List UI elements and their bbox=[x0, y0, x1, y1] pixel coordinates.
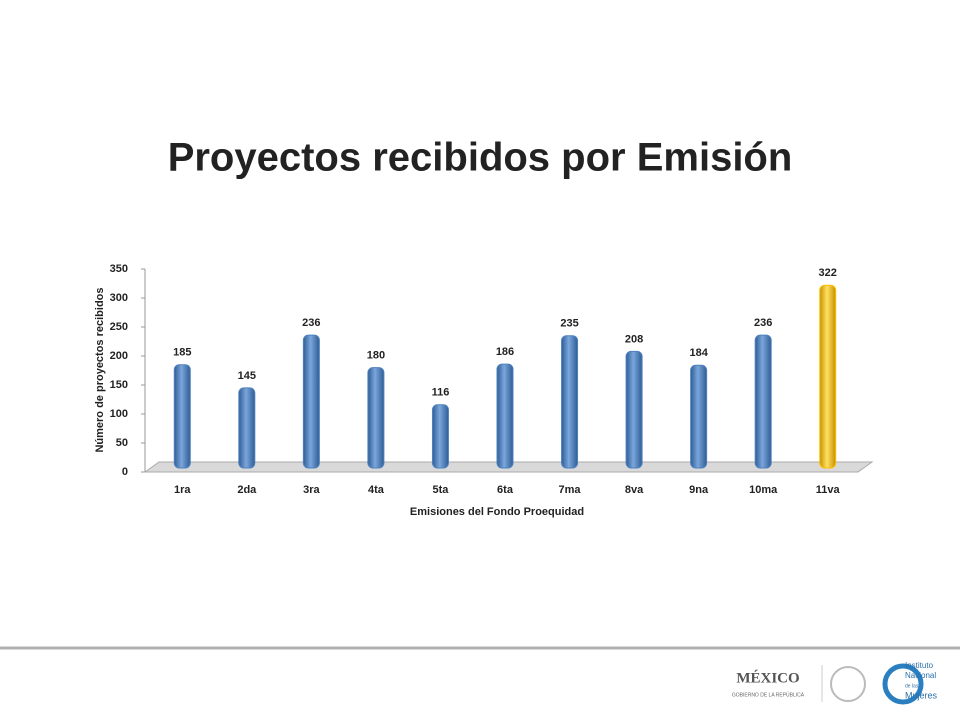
x-tick-label: 7ma bbox=[559, 484, 582, 496]
y-tick-label: 250 bbox=[110, 321, 128, 333]
x-tick-label: 10ma bbox=[749, 484, 778, 496]
y-tick-label: 0 bbox=[122, 466, 128, 478]
seal bbox=[830, 666, 866, 702]
bar bbox=[496, 363, 514, 469]
bar bbox=[561, 335, 579, 469]
data-label: 236 bbox=[302, 317, 320, 329]
data-label: 186 bbox=[496, 346, 514, 358]
y-tick-label: 150 bbox=[110, 379, 128, 391]
x-tick-label: 2da bbox=[237, 484, 257, 496]
bar bbox=[754, 334, 772, 469]
y-tick-label: 200 bbox=[110, 350, 128, 362]
data-label: 236 bbox=[754, 317, 772, 329]
bar bbox=[431, 404, 449, 469]
y-axis-title: Número de proyectos recibidos bbox=[94, 287, 106, 452]
bar bbox=[690, 364, 708, 469]
x-tick-label: 1ra bbox=[174, 484, 191, 496]
y-tick-label: 350 bbox=[110, 263, 128, 275]
data-label: 184 bbox=[689, 347, 708, 359]
x-axis-title: Emisiones del Fondo Proequidad bbox=[410, 506, 584, 518]
slide-title: Proyectos recibidos por Emisión bbox=[168, 136, 793, 180]
x-tick-label: 9na bbox=[689, 484, 709, 496]
bar bbox=[302, 334, 320, 469]
footer-instituto: Nacional bbox=[905, 671, 936, 680]
inmujeres-logo bbox=[882, 663, 924, 705]
footer-gobierno: GOBIERNO DE LA REPÚBLICA bbox=[732, 691, 805, 698]
footer-instituto: de las bbox=[905, 683, 919, 689]
bar bbox=[625, 350, 643, 469]
bar bbox=[238, 387, 256, 469]
x-tick-label: 11va bbox=[816, 484, 841, 496]
data-label: 235 bbox=[560, 318, 578, 330]
data-label: 208 bbox=[625, 333, 643, 345]
x-tick-label: 3ra bbox=[303, 484, 320, 496]
footer-mexico: MÉXICO bbox=[736, 669, 799, 686]
data-label: 180 bbox=[367, 350, 385, 362]
x-tick-label: 4ta bbox=[368, 484, 385, 496]
x-tick-label: 8va bbox=[625, 484, 644, 496]
data-label: 185 bbox=[173, 347, 191, 359]
footer-instituto: Instituto bbox=[905, 661, 934, 670]
x-tick-label: 5ta bbox=[433, 484, 450, 496]
data-label: 322 bbox=[819, 267, 837, 279]
data-label: 145 bbox=[238, 370, 256, 382]
data-label: 116 bbox=[432, 387, 450, 399]
bar bbox=[819, 284, 837, 469]
y-tick-label: 50 bbox=[116, 437, 128, 449]
bar bbox=[173, 364, 191, 469]
footer-instituto: Mujeres bbox=[905, 690, 938, 700]
bar bbox=[367, 367, 385, 469]
y-tick-label: 300 bbox=[110, 292, 128, 304]
y-tick-label: 100 bbox=[110, 408, 128, 420]
x-tick-label: 6ta bbox=[497, 484, 514, 496]
